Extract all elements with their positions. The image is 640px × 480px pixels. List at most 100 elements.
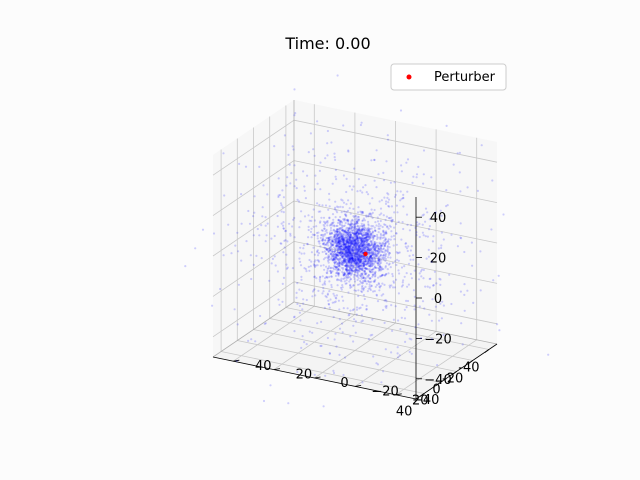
particle-point: [370, 240, 373, 243]
particle-point: [344, 254, 347, 257]
particle-point: [346, 249, 349, 252]
particle-point: [407, 283, 410, 286]
particle-point: [351, 231, 354, 234]
particle-point: [456, 152, 459, 155]
particle-point: [441, 300, 444, 303]
particle-point: [362, 260, 365, 263]
particle-point: [284, 239, 287, 242]
particle-point: [352, 250, 355, 253]
particle-point: [361, 212, 364, 215]
particle-point: [364, 247, 367, 251]
particle-point: [358, 260, 361, 263]
particle-point: [293, 216, 296, 220]
particle-point: [356, 263, 359, 266]
particle-point: [295, 296, 298, 299]
particle-point: [334, 253, 337, 257]
particle-point: [342, 247, 345, 250]
particle-point: [358, 245, 361, 248]
particle-point: [326, 142, 329, 145]
particle-point: [347, 150, 350, 153]
particle-point: [395, 204, 398, 207]
particle-point: [328, 216, 331, 219]
particle-point: [367, 242, 370, 245]
particle-point: [349, 258, 352, 261]
particle-point: [349, 256, 352, 259]
particle-point: [502, 213, 505, 216]
particle-point: [332, 371, 336, 375]
particle-point: [375, 255, 378, 258]
particle-point: [405, 247, 409, 250]
particle-point: [392, 244, 395, 247]
particle-point: [364, 260, 368, 263]
particle-point: [355, 262, 358, 265]
particle-point: [336, 249, 339, 252]
particle-point: [299, 260, 302, 263]
particle-point: [344, 356, 347, 359]
particle-point: [327, 236, 330, 239]
particle-point: [360, 314, 363, 317]
particle-point: [347, 242, 351, 245]
particle-point: [260, 257, 263, 260]
particle-point: [347, 253, 350, 257]
particle-point: [366, 231, 369, 234]
particle-point: [360, 237, 363, 240]
particle-point: [320, 216, 323, 219]
particle-point: [377, 256, 380, 260]
particle-point: [348, 239, 351, 242]
particle-point: [349, 260, 353, 263]
particle-point: [357, 264, 360, 267]
particle-point: [351, 232, 354, 235]
particle-point: [386, 192, 389, 195]
particle-point: [360, 212, 363, 215]
particle-point: [353, 280, 357, 283]
particle-point: [356, 247, 359, 250]
particle-point: [349, 240, 353, 244]
particle-point: [369, 252, 372, 255]
particle-point: [353, 252, 356, 255]
particle-point: [359, 267, 362, 270]
particle-point: [358, 243, 361, 246]
particle-point: [341, 260, 344, 263]
particle-point: [355, 261, 358, 264]
particle-point: [349, 309, 352, 312]
particle-point: [351, 240, 354, 243]
particle-point: [358, 253, 361, 256]
particle-point: [360, 250, 363, 253]
particle-point: [418, 305, 421, 308]
particle-point: [376, 300, 380, 303]
particle-point: [342, 124, 345, 127]
particle-point: [343, 243, 346, 246]
particle-point: [406, 158, 410, 161]
particle-point: [364, 237, 367, 240]
particle-point: [410, 352, 413, 355]
particle-point: [373, 235, 376, 238]
particle-point: [345, 282, 348, 285]
particle-point: [368, 258, 371, 261]
particle-point: [369, 233, 372, 236]
particle-point: [350, 268, 353, 271]
particle-point: [345, 255, 348, 258]
particle-point: [330, 244, 333, 247]
particle-point: [395, 278, 398, 281]
particle-point: [342, 239, 345, 242]
particle-point: [372, 255, 375, 259]
particle-point: [343, 244, 346, 247]
particle-point: [387, 256, 390, 259]
particle-point: [370, 159, 373, 162]
particle-point: [374, 254, 377, 257]
particle-point: [357, 235, 361, 238]
particle-point: [358, 226, 361, 229]
particle-point: [354, 252, 357, 255]
particle-point: [344, 251, 347, 255]
particle-point: [334, 247, 337, 250]
particle-point: [342, 277, 345, 281]
particle-point: [356, 248, 359, 251]
particle-point: [364, 258, 367, 261]
particle-point: [399, 328, 402, 331]
particle-point: [396, 352, 399, 355]
particle-point: [373, 249, 377, 252]
particle-point: [361, 236, 364, 239]
particle-point: [434, 305, 437, 308]
particle-point: [360, 267, 363, 270]
legend-marker-perturber: [406, 74, 412, 80]
